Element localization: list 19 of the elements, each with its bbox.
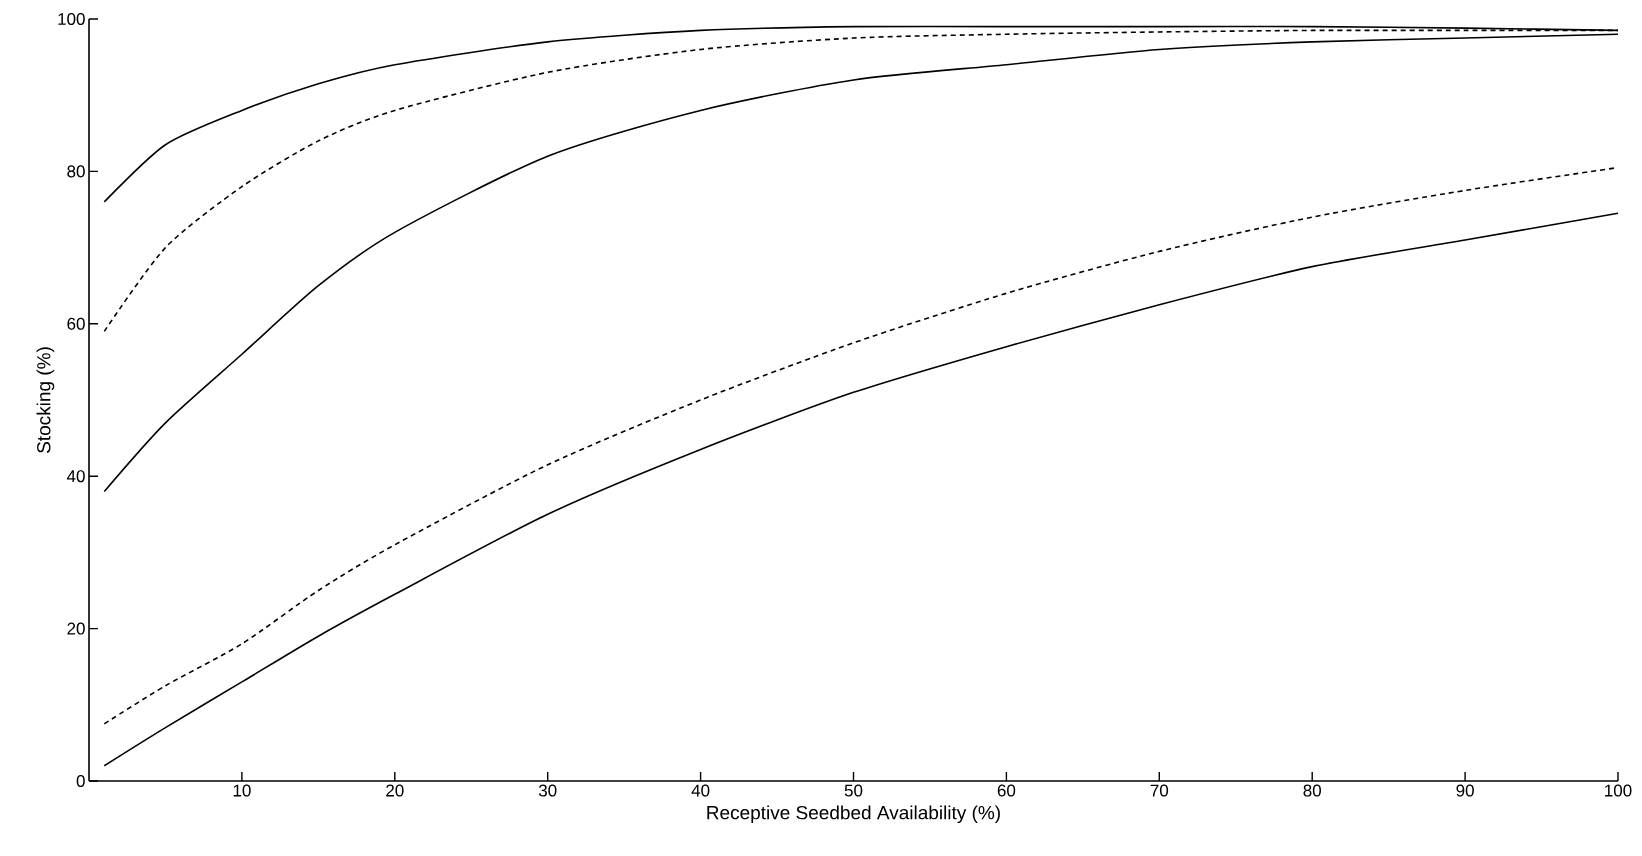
y-tick-label: 0 <box>76 774 85 788</box>
y-axis-title: Stocking (%) <box>36 347 55 453</box>
x-axis-title: Receptive Seedbed Availability (%) <box>707 805 1000 824</box>
line-series <box>103 33 1619 493</box>
x-tick-label: 40 <box>691 784 710 797</box>
x-tick-label: 50 <box>844 784 863 797</box>
x-tick-label: 100 <box>1605 784 1632 797</box>
y-tick-label: 60 <box>67 317 85 330</box>
x-tick-label: 80 <box>1303 784 1321 797</box>
y-tick-label: 80 <box>67 165 85 178</box>
x-tick-label: 30 <box>538 784 557 797</box>
x-tick-label: 10 <box>233 784 251 797</box>
y-tick-label: 100 <box>58 12 85 26</box>
y-tick-label: 40 <box>66 470 85 483</box>
x-tick-label: 70 <box>1150 784 1169 797</box>
y-tick-label: 20 <box>67 622 85 635</box>
x-tick-label: 60 <box>997 784 1016 797</box>
x-tick-label: 90 <box>1456 784 1474 797</box>
x-tick-label: 20 <box>386 784 404 797</box>
